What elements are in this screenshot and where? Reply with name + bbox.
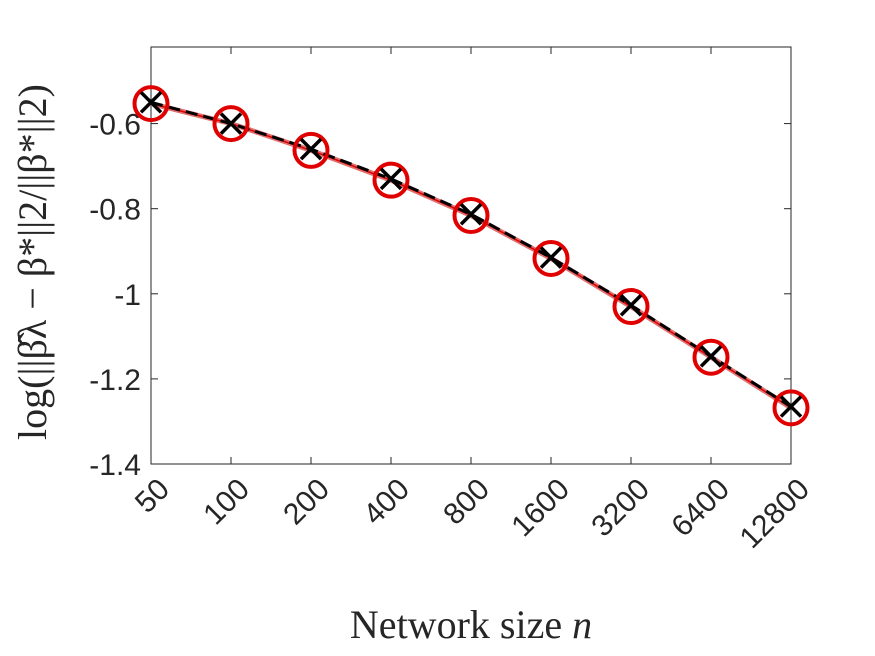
x-tick-label: 200	[277, 473, 336, 532]
y-tick-label: -1.2	[89, 364, 141, 397]
x-marker	[619, 294, 643, 317]
x-marker	[379, 167, 403, 191]
y-axis-ticks: -0.6 -0.8 -1 -1.2 -1.4	[89, 109, 791, 482]
circle-marker	[452, 197, 490, 235]
series-layer	[132, 85, 810, 427]
x-marker-stroke-b	[619, 294, 643, 317]
x-marker	[699, 345, 723, 368]
x-marker-stroke-b	[219, 112, 243, 135]
x-marker	[539, 246, 563, 269]
circle-marker	[692, 338, 730, 376]
series-line-black	[150, 100, 792, 408]
x-marker-stroke-b	[139, 91, 163, 114]
circle-marker	[612, 288, 650, 326]
x-axis-label: Network size n	[350, 602, 592, 647]
y-tick-label: -1.4	[89, 449, 141, 482]
circle-marker	[372, 161, 410, 199]
y-axis-label: log(||β̂λ − β*||2/||β*||2)	[10, 84, 55, 440]
y-tick-label: -0.8	[89, 194, 141, 227]
circle-marker	[132, 85, 170, 123]
x-marker-stroke-b	[779, 395, 803, 418]
x-marker-stroke-b	[379, 167, 403, 191]
x-tick-label: 400	[357, 473, 416, 532]
x-tick-label: 800	[437, 473, 496, 532]
x-marker	[459, 202, 483, 226]
x-tick-label: 100	[197, 473, 256, 532]
circle-marker	[212, 105, 250, 143]
circle-marker	[292, 131, 330, 169]
x-marker-stroke-b	[699, 345, 723, 368]
x-marker-stroke-b	[539, 246, 563, 269]
x-tick-label: 3200	[585, 473, 656, 544]
circle-marker	[532, 239, 570, 277]
y-tick-label: -1	[114, 279, 141, 312]
x-tick-label: 1600	[505, 473, 576, 544]
x-tick-label: 6400	[665, 473, 736, 544]
x-marker	[779, 395, 803, 418]
x-tick-label: 12800	[734, 473, 816, 555]
x-marker	[139, 91, 163, 114]
y-tick-label: -0.6	[89, 109, 141, 142]
plot-area	[150, 46, 792, 465]
x-marker	[219, 112, 243, 135]
x-marker-stroke-b	[459, 202, 483, 226]
x-marker-stroke-b	[299, 137, 323, 161]
circle-marker	[772, 389, 810, 427]
x-marker	[299, 137, 323, 161]
